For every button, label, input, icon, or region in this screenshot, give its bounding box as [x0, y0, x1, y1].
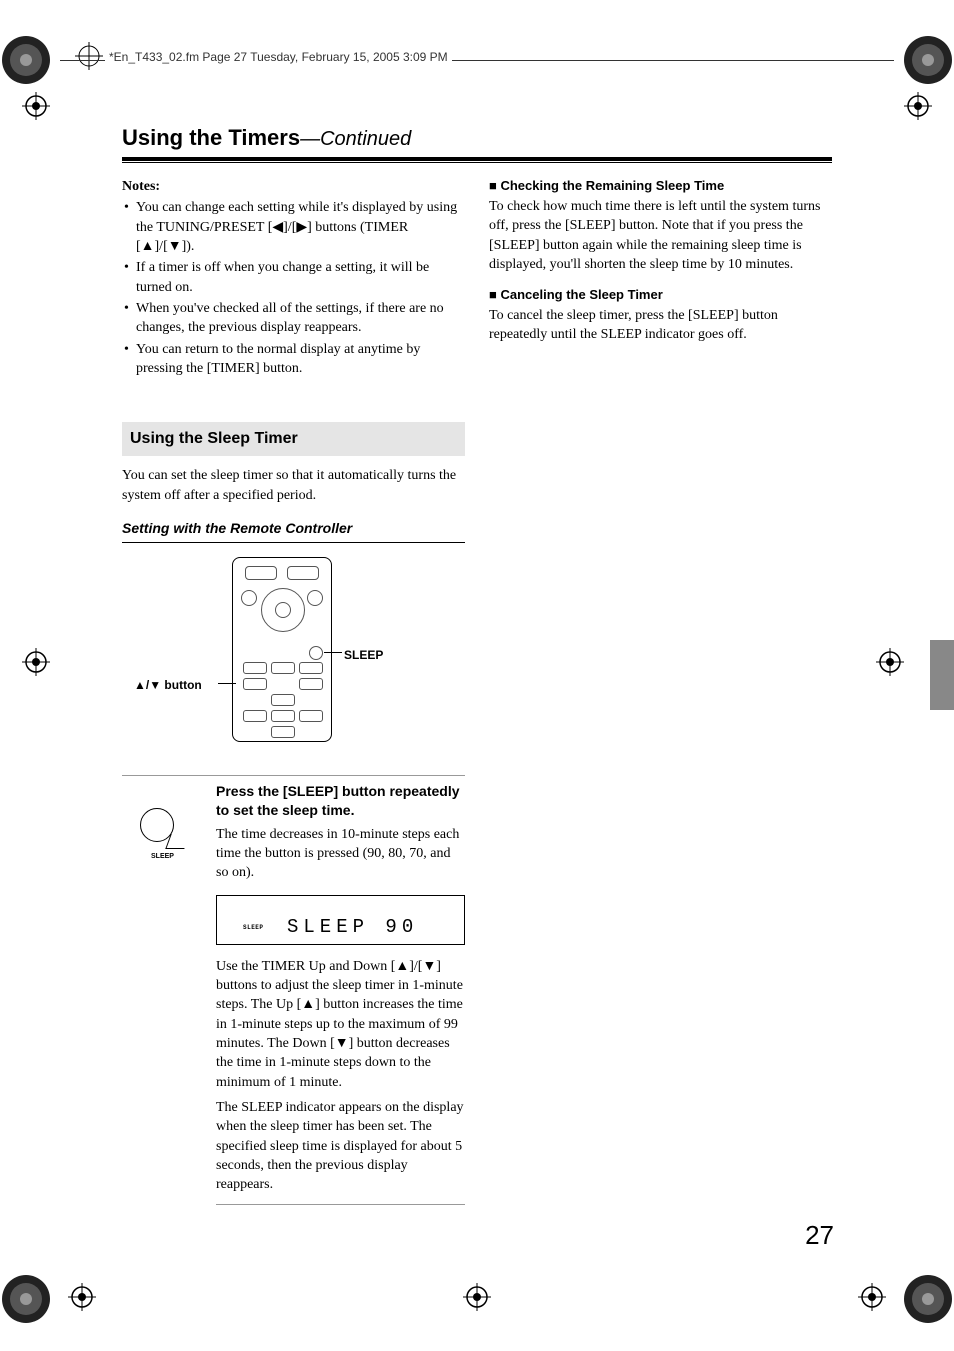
step-p2: Use the TIMER Up and Down [▲]/[▼] button… [216, 957, 465, 1092]
page-content: Using the Timers—Continued Notes: You ca… [122, 125, 832, 1205]
step-icon-cell: SLEEP [122, 782, 202, 1205]
section-title: Using the Timers—Continued [122, 125, 832, 155]
header-crop-text: *En_T433_02.fm Page 27 Tuesday, February… [105, 50, 452, 64]
lcd-display: SLEEP SLEEP 90 [216, 895, 465, 945]
step-row: SLEEP Press the [SLEEP] button repeatedl… [122, 775, 465, 1205]
lcd-sleep-indicator: SLEEP [243, 924, 264, 932]
note-item: You can return to the normal display at … [122, 340, 465, 379]
cancel-sleep-body: To cancel the sleep timer, press the [SL… [489, 306, 832, 345]
sleep-button-icon-label: SLEEP [151, 853, 174, 860]
sleep-timer-heading-box: Using the Sleep Timer [122, 422, 465, 456]
register-mark-ml [22, 648, 50, 676]
left-column: Notes: You can change each setting while… [122, 177, 465, 1205]
section-title-main: Using the Timers [122, 125, 300, 150]
setting-remote-heading: Setting with the Remote Controller [122, 519, 465, 543]
cancel-sleep-block: Canceling the Sleep Timer To cancel the … [489, 286, 832, 345]
notes-list: You can change each setting while it's d… [122, 198, 465, 378]
title-underline [122, 157, 832, 163]
step-p3: The SLEEP indicator appears on the displ… [216, 1098, 465, 1195]
register-mark-tr [904, 92, 932, 120]
printer-mark-br [898, 1269, 954, 1329]
note-item: When you've checked all of the settings,… [122, 299, 465, 338]
sleep-button-icon: SLEEP [140, 808, 174, 842]
register-mark-bc [463, 1283, 491, 1311]
check-sleep-body: To check how much time there is left unt… [489, 197, 832, 274]
step-bottom-rule [216, 1204, 465, 1205]
register-mark-mr [876, 648, 904, 676]
step-instruction: Press the [SLEEP] button repeatedly to s… [216, 782, 465, 821]
register-mark-br2 [858, 1283, 886, 1311]
callout-line-updown [218, 683, 236, 684]
callout-updown: ▲/▼ button [134, 677, 202, 694]
page-number: 27 [805, 1220, 834, 1251]
step-p1: The time decreases in 10-minute steps ea… [216, 825, 465, 883]
callout-line-sleep [324, 652, 342, 653]
note-item: If a timer is off when you change a sett… [122, 258, 465, 297]
check-sleep-block: Checking the Remaining Sleep Time To che… [489, 177, 832, 274]
right-column: Checking the Remaining Sleep Time To che… [489, 177, 832, 1205]
remote-diagram: SLEEP ▲/▼ button [122, 557, 465, 757]
printer-mark-tl [0, 30, 56, 90]
remote-body-outline [232, 557, 332, 742]
notes-heading: Notes: [122, 177, 465, 196]
thumb-index-tab [930, 640, 954, 710]
register-mark-bl [68, 1283, 96, 1311]
section-title-continued: —Continued [300, 128, 411, 150]
step-text-cell: Press the [SLEEP] button repeatedly to s… [216, 782, 465, 1205]
register-mark-tl [22, 92, 50, 120]
printer-mark-tr [898, 30, 954, 90]
check-sleep-heading: Checking the Remaining Sleep Time [489, 177, 832, 195]
sleep-intro: You can set the sleep timer so that it a… [122, 466, 465, 505]
callout-sleep: SLEEP [344, 647, 383, 664]
cancel-sleep-heading: Canceling the Sleep Timer [489, 286, 832, 304]
note-item: You can change each setting while it's d… [122, 198, 465, 256]
printer-mark-bl [0, 1269, 56, 1329]
lcd-text: SLEEP 90 [287, 914, 418, 940]
two-columns: Notes: You can change each setting while… [122, 177, 832, 1205]
register-mark-top-crosshair [75, 42, 103, 70]
